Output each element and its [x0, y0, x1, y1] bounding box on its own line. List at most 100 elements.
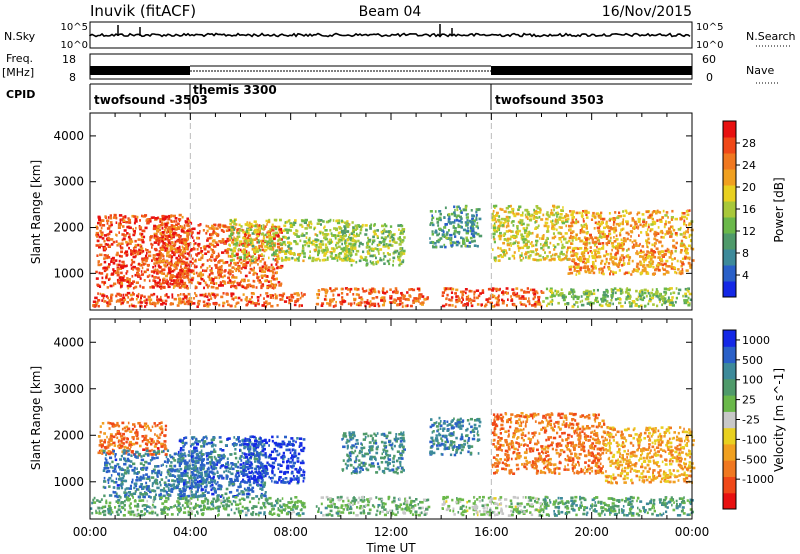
range-cell: [262, 236, 266, 240]
range-cell: [171, 269, 175, 273]
range-cell: [401, 260, 405, 264]
range-cell: [642, 218, 646, 222]
range-cell: [443, 216, 446, 219]
range-cell: [589, 233, 592, 237]
range-cell: [96, 233, 100, 237]
range-cell: [601, 299, 604, 303]
range-cell: [239, 240, 243, 243]
range-cell: [591, 267, 595, 270]
range-cell: [185, 269, 189, 273]
range-cell: [673, 266, 676, 270]
range-cell: [110, 434, 113, 438]
range-cell: [512, 303, 516, 307]
range-cell: [497, 259, 500, 262]
range-cell: [417, 300, 420, 303]
range-cell: [108, 224, 112, 228]
range-cell: [276, 304, 279, 307]
range-cell: [193, 297, 195, 300]
range-cell: [516, 227, 519, 230]
range-cell: [134, 245, 137, 249]
range-cell: [315, 257, 319, 261]
range-cell: [275, 296, 277, 299]
range-cell: [326, 248, 329, 251]
range-cell: [375, 256, 377, 260]
range-cell: [496, 228, 499, 232]
range-cell: [148, 274, 151, 277]
range-cell: [672, 244, 676, 248]
range-cell: [116, 273, 120, 277]
range-cell: [611, 244, 614, 248]
range-cell: [132, 286, 135, 290]
range-cell: [399, 259, 401, 262]
range-cell: [415, 297, 417, 300]
range-cell: [392, 237, 395, 240]
nsearch-label: N.Search: [746, 30, 796, 43]
range-cell: [510, 295, 512, 298]
range-cell: [108, 278, 110, 281]
range-cell: [684, 257, 687, 260]
range-cell: [163, 233, 166, 237]
range-cell: [439, 218, 442, 222]
range-cell: [210, 272, 214, 275]
range-cell: [185, 257, 189, 261]
range-cell: [368, 288, 372, 292]
range-cell: [657, 266, 660, 270]
range-cell: [126, 284, 130, 288]
range-cell: [520, 297, 523, 300]
range-cell: [500, 221, 503, 224]
range-cell: [157, 300, 160, 304]
range-cell: [210, 281, 213, 285]
range-cell: [143, 263, 145, 266]
range-cell: [150, 270, 155, 273]
range-cell: [554, 252, 558, 256]
range-cell: [512, 292, 515, 295]
range-cell: [462, 239, 466, 243]
range-cell: [457, 205, 460, 209]
range-cell: [383, 255, 387, 258]
range-cell: [208, 245, 211, 249]
range-cell: [162, 268, 166, 271]
range-cell: [172, 286, 175, 289]
range-cell: [170, 279, 173, 282]
range-cell: [202, 279, 205, 283]
range-cell: [313, 248, 317, 252]
range-cell: [265, 292, 269, 295]
range-cell: [155, 453, 157, 456]
range-cell: [231, 228, 233, 231]
range-cell: [109, 216, 113, 220]
range-cell: [161, 231, 165, 234]
range-cell: [122, 237, 126, 240]
range-cell: [137, 301, 140, 304]
range-cell: [679, 244, 684, 248]
range-cell: [401, 239, 405, 242]
range-cell: [130, 297, 133, 301]
range-cell: [434, 229, 438, 233]
range-cell: [519, 301, 522, 304]
range-cell: [503, 210, 507, 213]
range-cell: [295, 292, 300, 295]
range-cell: [408, 288, 411, 291]
range-cell: [660, 258, 663, 261]
range-cell: [210, 259, 213, 262]
range-cell: [246, 224, 250, 227]
range-cell: [113, 214, 117, 217]
range-cell: [210, 267, 213, 270]
range-cell: [147, 250, 152, 254]
range-cell: [350, 232, 353, 235]
range-cell: [151, 439, 153, 443]
range-cell: [273, 286, 277, 289]
range-cell: [612, 218, 617, 221]
range-cell: [628, 262, 631, 265]
range-cell: [616, 216, 620, 220]
range-cell: [513, 257, 516, 260]
range-cell: [253, 238, 257, 241]
range-cell: [500, 208, 504, 211]
range-cell: [688, 264, 692, 267]
range-cell: [166, 245, 169, 248]
range-cell: [343, 237, 346, 241]
range-cell: [633, 239, 637, 243]
range-cell: [600, 211, 603, 215]
range-cell: [426, 296, 429, 299]
range-cell: [465, 244, 469, 248]
